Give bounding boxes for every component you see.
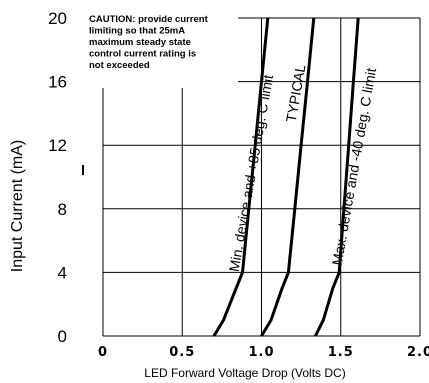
note-line: maximum steady state	[89, 37, 191, 48]
series-line-3	[314, 17, 360, 337]
x-tick-label: 1.0	[248, 345, 274, 360]
x-tick-label: 2.0	[407, 345, 429, 360]
x-axis-label: LED Forward Voltage Drop (Volts DC)	[144, 366, 345, 380]
note-line: control current rating is	[89, 49, 196, 60]
series-line-2	[260, 17, 316, 337]
y-tick-label: 16	[48, 73, 67, 92]
curve-label: Max. device and -40 deg. C limit	[329, 67, 380, 267]
y-tick-label: 12	[48, 136, 67, 155]
axis-marker	[82, 165, 84, 175]
y-axis-label: Input Current (mA)	[9, 140, 26, 272]
y-tick-label: 0	[58, 327, 67, 346]
curve-labels: Min. device and +85 deg. C limit TYPICAL M…	[226, 63, 380, 273]
note-background	[86, 10, 238, 88]
x-tick-label: 0	[98, 345, 108, 360]
y-tick-labels: 0 4 8 12 16 20	[48, 9, 67, 346]
x-tick-labels: 0 0.5 1.0 1.5 2.0	[98, 345, 429, 360]
note-line: not exceeded	[89, 60, 150, 71]
y-tick-label: 20	[48, 9, 67, 28]
note-line: limiting so that 25mA	[89, 26, 185, 37]
y-tick-label: 4	[58, 263, 67, 282]
series-line-1	[212, 17, 270, 337]
y-tick-label: 8	[58, 200, 67, 219]
x-tick-label: 0.5	[169, 345, 195, 360]
note-line: CAUTION: provide current	[89, 14, 209, 25]
series-group	[212, 17, 360, 337]
x-tick-label: 1.5	[328, 345, 354, 360]
curve-label: Min. device and +85 deg. C limit	[226, 73, 276, 272]
